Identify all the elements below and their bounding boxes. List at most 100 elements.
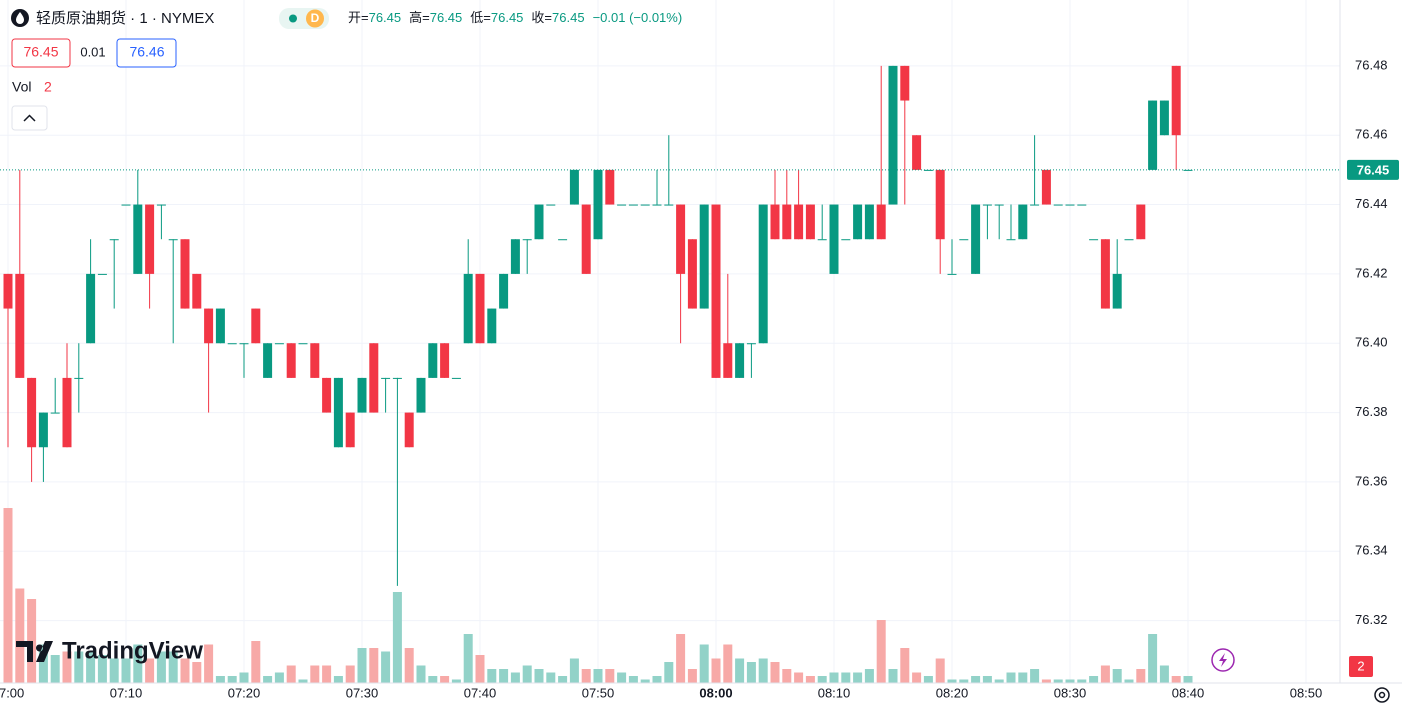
volume-bar bbox=[440, 676, 450, 683]
settings-button[interactable] bbox=[1374, 687, 1390, 703]
volume-bar bbox=[145, 658, 155, 683]
candle-body bbox=[204, 308, 214, 344]
candle-body bbox=[1089, 239, 1099, 241]
volume-bar bbox=[912, 672, 922, 683]
volume-bar bbox=[251, 641, 261, 683]
candle-body bbox=[38, 412, 48, 448]
volume-bar bbox=[499, 669, 509, 683]
volume-bar bbox=[853, 672, 863, 683]
volume-bar bbox=[1006, 672, 1016, 683]
volume-bar bbox=[711, 658, 721, 683]
volume-bar bbox=[558, 676, 568, 683]
volume-bar bbox=[1100, 665, 1110, 683]
candle-body bbox=[239, 343, 249, 345]
x-tick-label: 07:00 bbox=[0, 685, 24, 700]
candle-body bbox=[27, 377, 37, 448]
volume-bar bbox=[935, 658, 945, 683]
candle-body bbox=[475, 273, 485, 344]
candle-body bbox=[74, 377, 84, 379]
volume-bar bbox=[888, 669, 898, 683]
x-tick-label: 07:30 bbox=[346, 685, 379, 700]
candle-body bbox=[569, 169, 579, 205]
candle-body bbox=[782, 204, 792, 240]
volume-bar bbox=[1030, 669, 1040, 683]
x-tick-label: 08:30 bbox=[1054, 685, 1087, 700]
volume-bar bbox=[782, 669, 792, 683]
volume-bar bbox=[628, 676, 638, 683]
candle-body bbox=[581, 204, 591, 274]
candle-body bbox=[180, 239, 190, 309]
candle-body bbox=[215, 308, 225, 344]
volume-bar bbox=[876, 620, 886, 683]
volume-bar bbox=[794, 672, 804, 683]
candle-body bbox=[746, 343, 756, 345]
candle-pane bbox=[3, 65, 1193, 586]
collapse-button[interactable] bbox=[11, 105, 48, 131]
volume-bar bbox=[593, 669, 603, 683]
candle-body bbox=[1124, 239, 1134, 241]
volume-bar bbox=[1018, 672, 1028, 683]
volume-bar bbox=[959, 679, 969, 683]
drop-icon bbox=[16, 12, 24, 24]
candle-body bbox=[263, 343, 273, 378]
ohlc-part: 76.45 bbox=[369, 10, 402, 25]
candle-body bbox=[628, 204, 638, 206]
candle-body bbox=[251, 308, 261, 344]
volume-badge bbox=[1349, 656, 1373, 677]
candle-body bbox=[829, 204, 839, 274]
ohlc-part: 低= bbox=[470, 10, 491, 25]
volume-bar bbox=[687, 669, 697, 683]
candle-body bbox=[640, 204, 650, 206]
volume-bar bbox=[168, 651, 178, 683]
candle-body bbox=[227, 343, 237, 345]
candle-body bbox=[971, 204, 981, 274]
x-tick-label: 07:50 bbox=[582, 685, 615, 700]
bid-box[interactable] bbox=[11, 38, 71, 68]
candle-body bbox=[463, 273, 473, 344]
candle-body bbox=[1136, 204, 1146, 240]
candle-body bbox=[1018, 204, 1028, 240]
candle-body bbox=[687, 239, 697, 309]
volume-bar bbox=[357, 648, 367, 683]
badge-circle bbox=[306, 9, 324, 28]
candle-body bbox=[853, 204, 863, 240]
candle-body bbox=[522, 239, 532, 241]
volume-bar bbox=[546, 672, 556, 683]
candle-body bbox=[900, 65, 910, 101]
candle-body bbox=[723, 343, 733, 378]
volume-bar bbox=[204, 644, 214, 683]
volume-bar bbox=[923, 676, 933, 683]
candle-body bbox=[133, 204, 143, 274]
volume-bar bbox=[322, 665, 332, 683]
volume-bar bbox=[1041, 679, 1051, 683]
lightning-icon bbox=[1219, 653, 1227, 667]
x-tick-label: 08:10 bbox=[818, 685, 851, 700]
candle-body bbox=[947, 273, 957, 275]
candle-body bbox=[168, 239, 178, 241]
volume-bar bbox=[664, 662, 674, 683]
y-tick-label: 76.46 bbox=[1355, 127, 1388, 142]
volume-bar bbox=[1124, 679, 1134, 683]
volume-bar bbox=[947, 679, 957, 683]
volume-bar bbox=[805, 676, 815, 683]
volume-bar bbox=[522, 665, 532, 683]
volume-bar bbox=[676, 634, 686, 683]
candle-body bbox=[1100, 239, 1110, 309]
candle-body bbox=[345, 412, 355, 448]
candle-body bbox=[876, 204, 886, 240]
ohlc-part: −0.01 (−0.01%) bbox=[593, 10, 683, 25]
x-tick-label: 07:20 bbox=[228, 685, 261, 700]
volume-bar bbox=[239, 672, 249, 683]
candle-body bbox=[994, 204, 1004, 206]
candle-body bbox=[298, 343, 308, 345]
x-tick-label: 07:10 bbox=[110, 685, 143, 700]
candle-body bbox=[286, 343, 296, 378]
volume-bar bbox=[510, 672, 520, 683]
candle-body bbox=[357, 377, 367, 413]
ask-box[interactable] bbox=[116, 38, 177, 68]
volume-bar bbox=[1077, 679, 1087, 683]
candle-body bbox=[652, 204, 662, 206]
candle-body bbox=[923, 169, 933, 171]
chevron bbox=[23, 114, 36, 122]
candle-body bbox=[322, 377, 332, 413]
